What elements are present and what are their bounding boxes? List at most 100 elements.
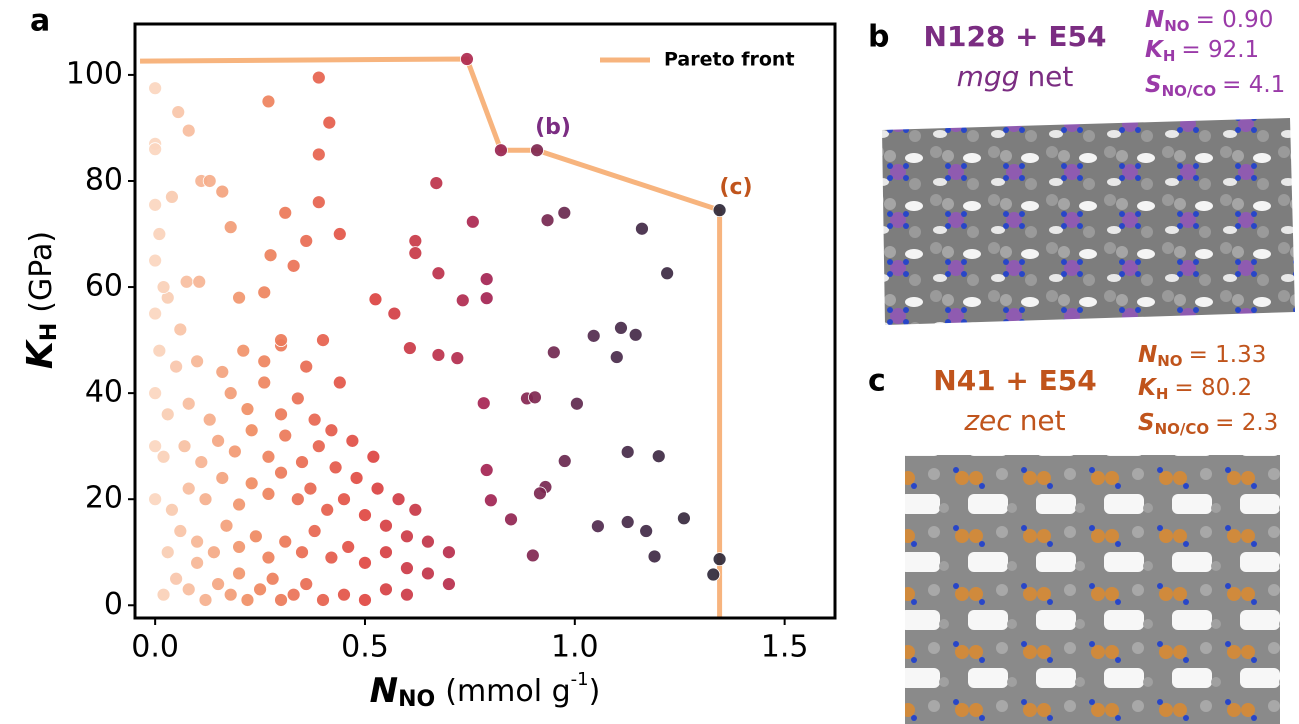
property: KH= 92.1 [1145,37,1259,65]
point [321,503,334,516]
point [216,471,229,484]
point [629,328,642,341]
point [300,360,313,373]
point [149,143,162,156]
point [432,348,445,361]
subscript: H [1156,385,1169,403]
legend-label: Pareto front [664,49,795,71]
property: SNO/CO= 2.3 [1138,410,1278,438]
point [421,567,434,580]
point [317,334,330,347]
y-axis-label: KH(GPa) [20,231,62,369]
point [149,198,162,211]
point [337,588,350,601]
point [300,234,313,247]
point [296,546,309,559]
point [430,177,443,190]
subscript: NO/CO [1155,420,1210,438]
point [191,556,204,569]
point [432,267,445,280]
point [182,397,195,410]
point [325,551,338,564]
net-label: mggnet [957,60,1074,93]
point [291,392,304,405]
point [614,321,627,334]
point [172,106,185,119]
point [379,519,392,532]
point [149,387,162,400]
point [558,455,571,468]
point [528,391,541,404]
point [203,174,216,187]
point [635,222,648,235]
point [262,450,275,463]
point [369,293,382,306]
point [304,482,317,495]
point [149,440,162,453]
point [713,204,726,217]
point [174,323,187,336]
point [591,520,604,533]
point [621,516,634,529]
point [333,376,346,389]
y-tick-label: 0 [104,587,123,622]
point [296,456,309,469]
point [308,525,321,538]
annotation: (b) [535,115,571,140]
point [165,190,178,203]
point [275,466,288,479]
point [526,549,539,562]
point [505,513,518,526]
point [241,403,254,416]
structure-title: N128 + E54 [924,20,1107,53]
y-tick-label: 100 [66,56,123,91]
annotation: (c) [719,175,752,200]
net-suffix: net [1020,404,1066,437]
point [245,424,258,437]
point [182,583,195,596]
value: = 4.1 [1222,72,1285,98]
point [264,249,277,262]
point [245,477,258,490]
point [308,413,321,426]
point [388,307,401,320]
y-tick-label: 20 [85,481,123,516]
point [403,342,416,355]
point [180,275,193,288]
symbol: N [1145,7,1164,33]
point [279,206,292,219]
point [287,259,300,272]
point [350,471,363,484]
symbol: N [370,671,398,711]
point [193,275,206,288]
point [170,572,183,585]
property: SNO/CO= 4.1 [1145,72,1285,100]
point [587,329,600,342]
structure-title: N41 + E54 [933,364,1096,397]
point [199,493,212,506]
unit: (mmol g [445,674,570,709]
point [477,397,490,410]
point [494,144,507,157]
point [275,408,288,421]
point [182,482,195,495]
panel-label: c [868,364,886,399]
point [262,95,275,108]
point [258,376,271,389]
point [191,535,204,548]
value: = 92.1 [1181,37,1259,63]
point [652,450,665,463]
symbol: S [1145,72,1162,98]
point [262,487,275,500]
point [484,494,497,507]
point [312,148,325,161]
structure-image-c [905,455,1280,724]
point [254,583,267,596]
point [153,344,166,357]
point [203,413,216,426]
value: = 80.2 [1174,375,1252,401]
point [199,593,212,606]
point [371,482,384,495]
point [323,116,336,129]
point [640,525,653,538]
